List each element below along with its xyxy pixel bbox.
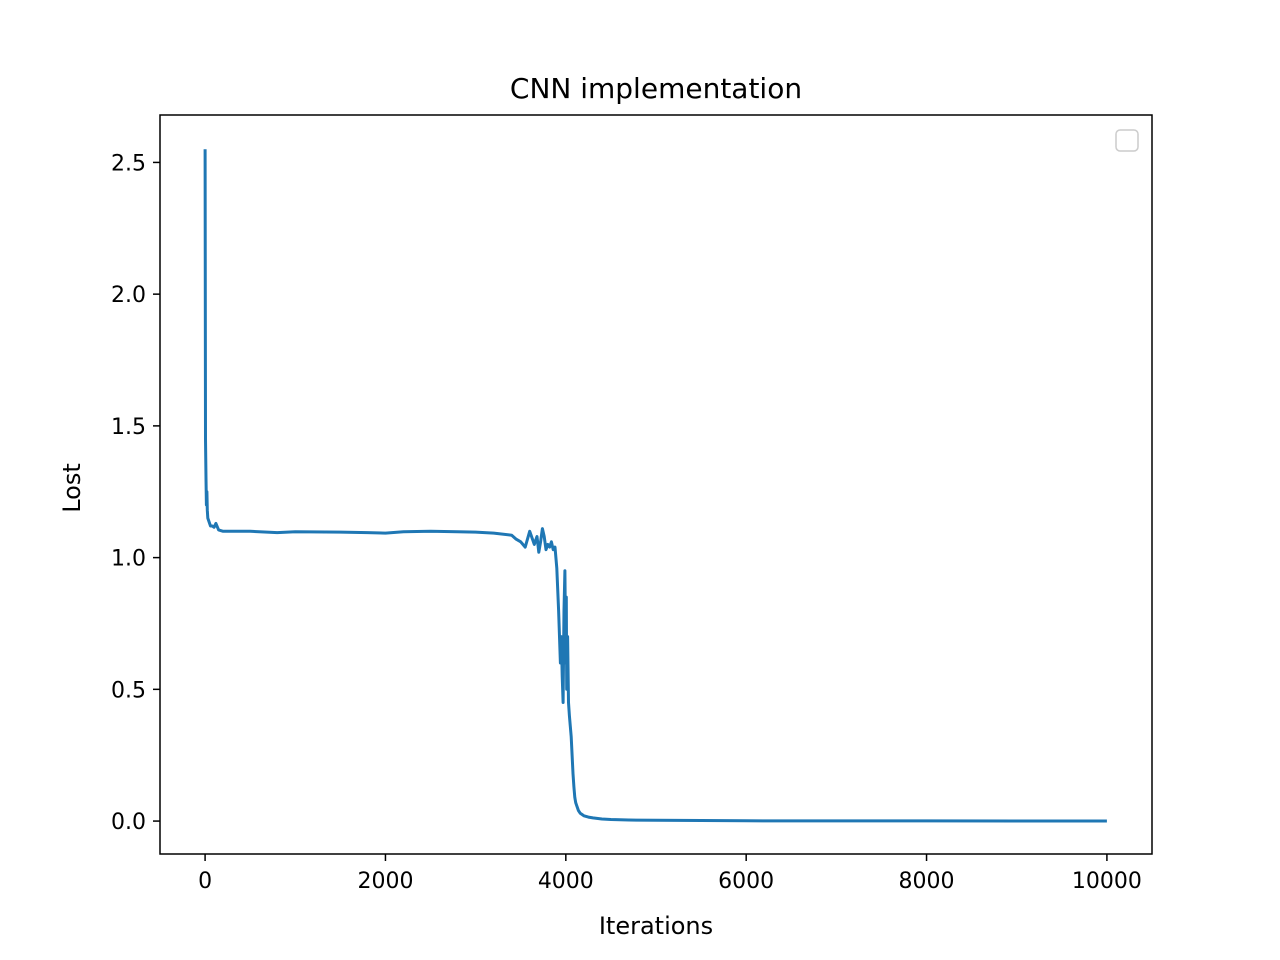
y-tick-label: 2.5 <box>111 151 146 176</box>
x-tick-label: 2000 <box>357 869 413 894</box>
x-tick-label: 10000 <box>1072 869 1142 894</box>
y-tick-label: 1.0 <box>111 547 146 572</box>
y-tick-label: 0.5 <box>111 678 146 703</box>
x-tick-label: 8000 <box>899 869 955 894</box>
legend-box <box>1115 129 1139 152</box>
plot-area <box>203 149 1107 823</box>
x-axis-label: Iterations <box>599 912 713 940</box>
x-tick-label: 0 <box>198 869 212 894</box>
x-axis: 0 2000 4000 6000 8000 10000 <box>198 854 1142 894</box>
y-tick-label: 0.0 <box>111 810 146 835</box>
y-axis-label: Lost <box>58 463 86 513</box>
y-tick-label: 1.5 <box>111 415 146 440</box>
axes-frame <box>159 114 1153 855</box>
y-axis: 0.0 0.5 1.0 1.5 2.0 2.5 <box>111 151 160 835</box>
x-tick-label: 6000 <box>718 869 774 894</box>
series-line-0 <box>203 149 1107 823</box>
chart-title: CNN implementation <box>510 72 802 105</box>
y-tick-label: 2.0 <box>111 283 146 308</box>
x-tick-label: 4000 <box>538 869 594 894</box>
